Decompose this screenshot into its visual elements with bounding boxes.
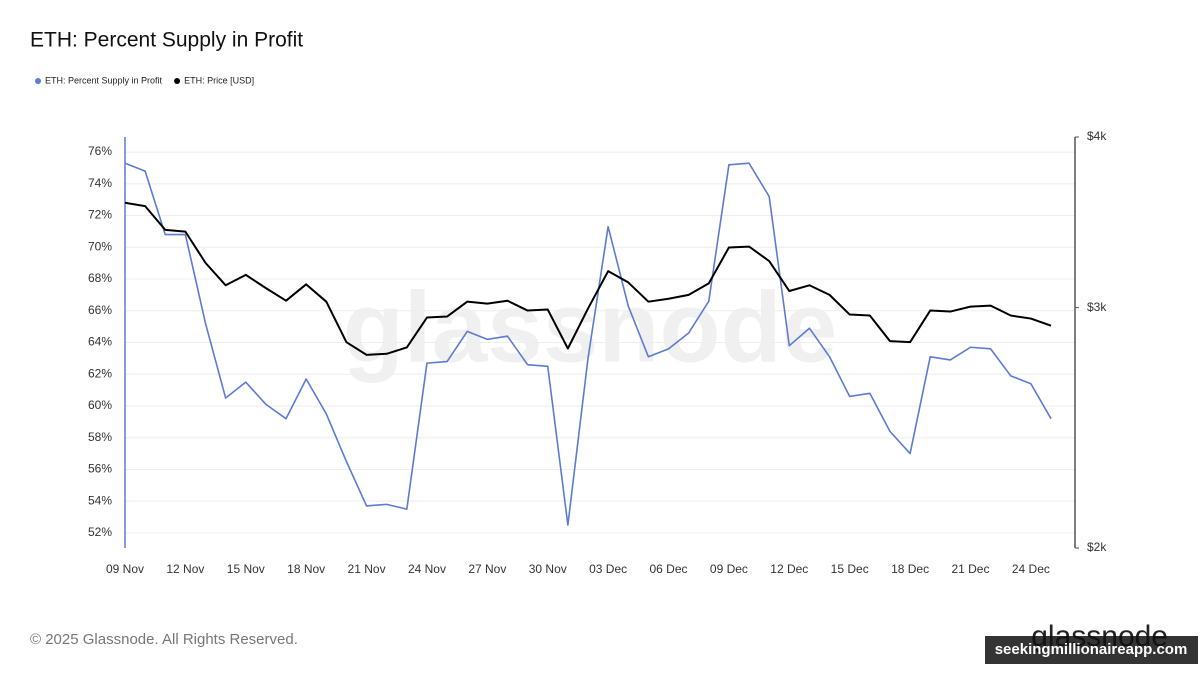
x-tick-label: 12 Dec [770, 562, 808, 576]
x-tick-label: 18 Dec [891, 562, 929, 576]
y-tick-label: 58% [88, 430, 112, 444]
y-tick-label: 56% [88, 462, 112, 476]
legend-marker [174, 78, 181, 84]
footer: © 2025 Glassnode. All Rights Reserved. [30, 631, 298, 648]
legend-marker [35, 78, 41, 84]
series-line [124, 201, 1052, 356]
y-tick-label: 62% [88, 366, 112, 380]
y-tick-label: 54% [88, 493, 112, 507]
y-tick-label: 70% [88, 239, 112, 253]
y2-tick-label: $3k [1087, 300, 1107, 314]
x-tick-label: 21 Dec [951, 562, 989, 576]
x-tick-label: 30 Nov [529, 562, 567, 576]
x-tick-label: 09 Nov [106, 562, 144, 576]
x-tick-label: 06 Dec [650, 562, 688, 576]
x-tick-label: 21 Nov [348, 562, 386, 576]
x-tick-label: 24 Dec [1012, 562, 1050, 576]
legend-label: ETH: Price [USD] [184, 75, 254, 85]
y-tick-label: 74% [88, 176, 112, 190]
y-tick-label: 68% [88, 271, 112, 285]
watermark: glassnode [343, 271, 838, 383]
chart-title: ETH: Percent Supply in Profit [30, 29, 303, 52]
y-tick-label: 72% [88, 208, 112, 222]
y-tick-label: 60% [88, 398, 112, 412]
x-tick-label: 15 Dec [831, 562, 869, 576]
y2-tick-label: $2k [1087, 540, 1107, 554]
x-tick-label: 18 Nov [287, 562, 325, 576]
x-tick-label: 27 Nov [468, 562, 506, 576]
series-line [124, 162, 1052, 526]
y2-tick-label: $4k [1087, 129, 1107, 143]
x-tick-label: 09 Dec [710, 562, 748, 576]
x-tick-label: 12 Nov [166, 562, 204, 576]
x-tick-label: 24 Nov [408, 562, 446, 576]
site-label-bg [985, 636, 1198, 664]
site-label: seekingmillionaireapp.com [995, 641, 1188, 658]
y-tick-label: 52% [88, 525, 112, 539]
x-tick-label: 15 Nov [227, 562, 265, 576]
legend-label: ETH: Percent Supply in Profit [45, 75, 163, 85]
y-tick-label: 64% [88, 335, 112, 349]
x-tick-label: 03 Dec [589, 562, 627, 576]
y-tick-label: 66% [88, 303, 112, 317]
y-tick-label: 76% [88, 144, 112, 158]
